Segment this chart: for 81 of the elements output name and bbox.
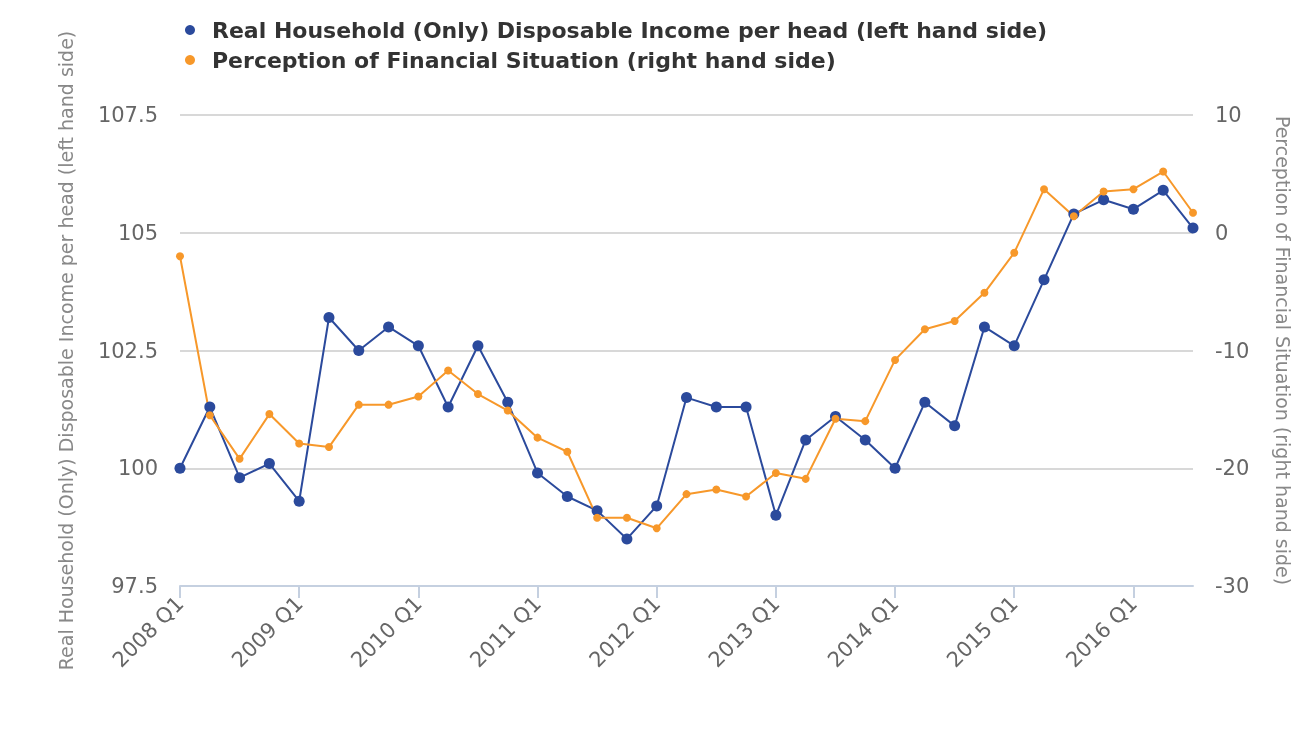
- point: [980, 288, 989, 297]
- point: [950, 317, 959, 326]
- point: [414, 392, 423, 401]
- point: [293, 495, 305, 507]
- point: [412, 340, 424, 352]
- point: [949, 420, 961, 432]
- point: [652, 524, 661, 533]
- y2-axis-title: Perception of Financial Situation (right hand side): [1271, 115, 1294, 586]
- point: [771, 468, 780, 477]
- point: [384, 400, 393, 409]
- point: [1159, 167, 1168, 176]
- point: [174, 462, 186, 474]
- point: [1038, 274, 1050, 286]
- point: [889, 462, 901, 474]
- y-tick-label: 102.5: [97, 338, 158, 363]
- point: [383, 321, 395, 333]
- point: [444, 366, 453, 375]
- point: [323, 312, 335, 324]
- point: [978, 321, 990, 333]
- point: [472, 340, 484, 352]
- point: [532, 467, 544, 479]
- point: [561, 491, 573, 503]
- point: [800, 434, 812, 446]
- point: [263, 458, 275, 470]
- point: [235, 454, 244, 463]
- point: [533, 433, 542, 442]
- point: [1157, 184, 1169, 196]
- y2-tick-label: 0: [1215, 220, 1229, 245]
- y2-tick-label: 10: [1215, 103, 1242, 127]
- point: [473, 390, 482, 399]
- point: [265, 410, 274, 419]
- point: [503, 406, 512, 415]
- y2-tick-label: -10: [1215, 338, 1250, 363]
- point: [1040, 185, 1049, 194]
- point: [176, 252, 184, 261]
- point: [859, 434, 871, 446]
- point: [502, 396, 514, 408]
- point: [593, 513, 602, 522]
- point: [563, 447, 572, 456]
- point: [621, 533, 633, 545]
- point: [353, 345, 365, 356]
- point: [205, 411, 214, 420]
- point: [324, 443, 333, 452]
- y-tick-label: 97.5: [111, 574, 158, 598]
- point: [1008, 340, 1020, 352]
- point: [1010, 248, 1019, 257]
- point: [919, 396, 931, 408]
- point: [801, 474, 810, 483]
- y-tick-label: 107.5: [97, 103, 158, 127]
- point: [295, 439, 304, 448]
- point: [682, 490, 691, 499]
- point: [1099, 187, 1108, 196]
- point: [740, 401, 752, 413]
- point: [710, 401, 722, 413]
- point: [861, 417, 870, 426]
- legend-label: Real Household (Only) Disposable Income per head (left hand side): [212, 17, 1048, 43]
- point: [891, 355, 900, 364]
- point: [1069, 212, 1078, 221]
- point: [712, 485, 721, 494]
- point: [234, 472, 246, 484]
- y-tick-label: 100: [117, 456, 158, 481]
- y2-tick-label: -30: [1215, 574, 1250, 598]
- y2-tick-label: -20: [1215, 456, 1250, 481]
- point: [1187, 222, 1199, 234]
- point: [204, 401, 216, 413]
- point: [442, 401, 454, 413]
- point: [1098, 194, 1110, 206]
- y-axis-title: Real Household (Only) Disposable Income per head (left hand side): [54, 30, 77, 671]
- point: [770, 509, 782, 521]
- point: [681, 392, 692, 404]
- point: [1129, 185, 1138, 194]
- y-tick-label: 105: [117, 220, 158, 245]
- point: [354, 400, 363, 409]
- point: [742, 492, 751, 501]
- point: [920, 325, 929, 334]
- point: [1127, 203, 1139, 215]
- point: [622, 513, 631, 522]
- point: [651, 500, 663, 512]
- point: [831, 414, 840, 423]
- legend-label: Perception of Financial Situation (right hand side): [212, 47, 836, 73]
- point: [1189, 208, 1197, 217]
